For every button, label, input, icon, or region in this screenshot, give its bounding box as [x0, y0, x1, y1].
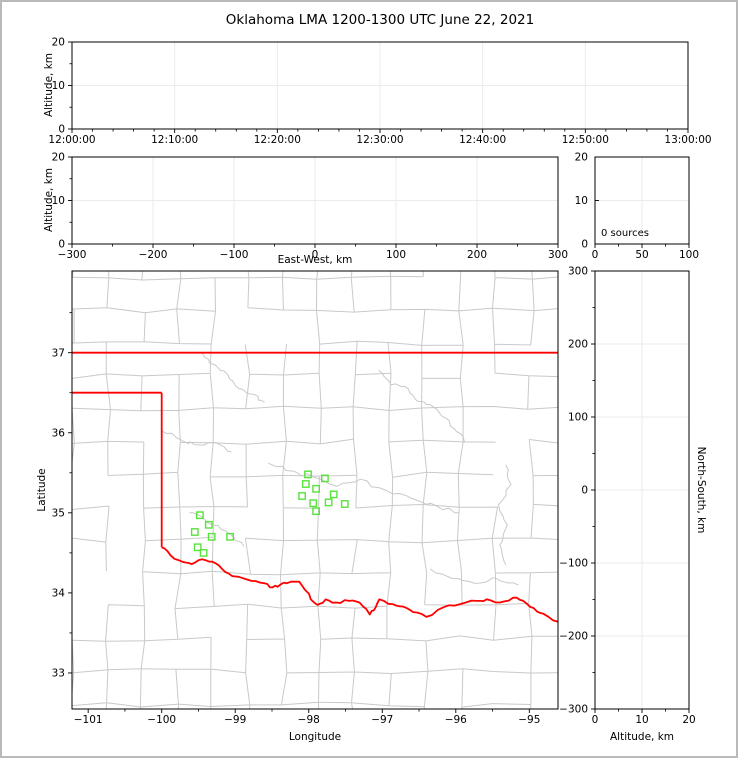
river-line — [189, 512, 245, 547]
y-tick-label: 37 — [52, 347, 65, 359]
river-line — [161, 430, 232, 453]
y-tick-label: 20 — [52, 152, 65, 164]
x-tick-label: 10 — [635, 714, 648, 726]
lma-source-marker — [195, 511, 204, 520]
x-tick-label: 12:10:00 — [151, 134, 198, 146]
x-tick-label: 50 — [635, 249, 648, 261]
x-tick-label: 12:00:00 — [48, 134, 95, 146]
x-tick-label: −300 — [58, 249, 87, 261]
lma-source-marker — [204, 520, 213, 529]
y-tick-label: 0 — [58, 124, 65, 136]
x-tick-label: 100 — [679, 249, 699, 261]
ew-height-xlabel: East-West, km — [277, 254, 353, 266]
y-tick-label: 35 — [52, 508, 65, 520]
y-tick-label: 10 — [52, 195, 65, 207]
lma-source-marker — [226, 532, 234, 541]
y-tick-label: 200 — [568, 339, 588, 351]
figure-title: Oklahoma LMA 1200-1300 UTC June 22, 2021 — [225, 12, 535, 28]
y-tick-label: 36 — [52, 427, 66, 439]
x-tick-label: 300 — [548, 249, 568, 261]
river-line — [497, 464, 512, 566]
x-tick-label: −200 — [139, 249, 168, 261]
y-tick-label: −100 — [559, 558, 588, 570]
state-border-red-river — [161, 546, 558, 623]
county-boundaries — [72, 271, 558, 709]
ns-height-ylabel: North-South, km — [695, 446, 707, 534]
x-tick-label: 13:00:00 — [664, 134, 711, 146]
ew-height-ylabel: Altitude, km — [43, 167, 55, 233]
x-tick-label: 200 — [467, 249, 487, 261]
axes-layer — [68, 41, 690, 713]
lma-source-marker — [329, 490, 338, 499]
source-count-annotation: 0 sources — [601, 228, 649, 239]
y-tick-label: −200 — [559, 631, 588, 643]
river-line — [201, 352, 265, 403]
x-tick-label: 100 — [386, 249, 406, 261]
alt-histogram-panel — [594, 156, 690, 245]
y-tick-label: 33 — [52, 668, 65, 680]
lma-source-marker — [304, 470, 312, 479]
y-tick-label: 20 — [52, 37, 65, 49]
y-tick-label: 20 — [575, 152, 588, 164]
time-height-ylabel: Altitude, km — [43, 52, 55, 118]
x-tick-label: 12:50:00 — [562, 134, 609, 146]
x-tick-label: −100 — [220, 249, 249, 261]
x-tick-label: −95 — [518, 714, 540, 726]
river-line — [429, 568, 519, 586]
y-tick-label: −300 — [559, 704, 588, 716]
x-tick-label: −96 — [445, 714, 467, 726]
gridlines-layer — [72, 42, 689, 709]
lma-source-marker — [207, 532, 216, 541]
x-tick-label: 12:30:00 — [356, 134, 403, 146]
lma-source-marker — [199, 549, 208, 557]
y-tick-label: 10 — [52, 80, 65, 92]
source-markers — [190, 470, 349, 557]
map-layer — [72, 271, 558, 709]
lma-source-marker — [312, 484, 320, 493]
x-tick-label: 20 — [682, 714, 695, 726]
lma-source-marker — [321, 474, 329, 483]
x-tick-label: 0 — [592, 249, 599, 261]
x-tick-label: 12:20:00 — [254, 134, 301, 146]
time-height-panel — [71, 41, 689, 130]
y-tick-label: 0 — [581, 485, 588, 497]
plan-view-xlabel: Longitude — [288, 731, 342, 743]
ns-height-panel — [594, 270, 690, 710]
y-tick-label: 100 — [568, 412, 588, 424]
lma-source-marker — [340, 500, 349, 508]
lma-source-marker — [324, 498, 333, 507]
x-tick-label: 0 — [312, 249, 319, 261]
tick-labels-layer: 12:00:00 12:10:00 12:20:00 12:30:00 12:40:00… — [48, 37, 711, 726]
x-tick-label: 12:40:00 — [459, 134, 506, 146]
lma-source-marker — [301, 480, 310, 488]
river-line — [378, 369, 466, 443]
ns-height-xlabel: Altitude, km — [609, 731, 675, 743]
lma-source-marker — [298, 492, 306, 500]
y-tick-label: 300 — [568, 266, 588, 278]
y-tick-label: 0 — [58, 239, 65, 251]
ew-height-panel — [71, 156, 559, 245]
x-tick-label: 0 — [592, 714, 599, 726]
plan-view-ylabel: Latitude — [36, 468, 48, 512]
x-tick-label: −98 — [298, 714, 320, 726]
map-clip-group — [72, 271, 558, 709]
x-tick-label: −101 — [74, 714, 103, 726]
x-tick-label: −100 — [147, 714, 176, 726]
river-line — [268, 462, 460, 514]
plan-view-panel — [71, 270, 559, 710]
y-tick-label: 34 — [52, 588, 66, 600]
y-tick-label: 10 — [575, 195, 588, 207]
y-tick-label: 0 — [581, 239, 588, 251]
x-tick-label: −97 — [371, 714, 393, 726]
lma-source-marker — [190, 528, 199, 536]
lma-source-marker — [312, 507, 320, 516]
lma-source-marker — [193, 543, 202, 552]
x-tick-label: −99 — [224, 714, 246, 726]
lma-source-marker — [309, 499, 318, 508]
